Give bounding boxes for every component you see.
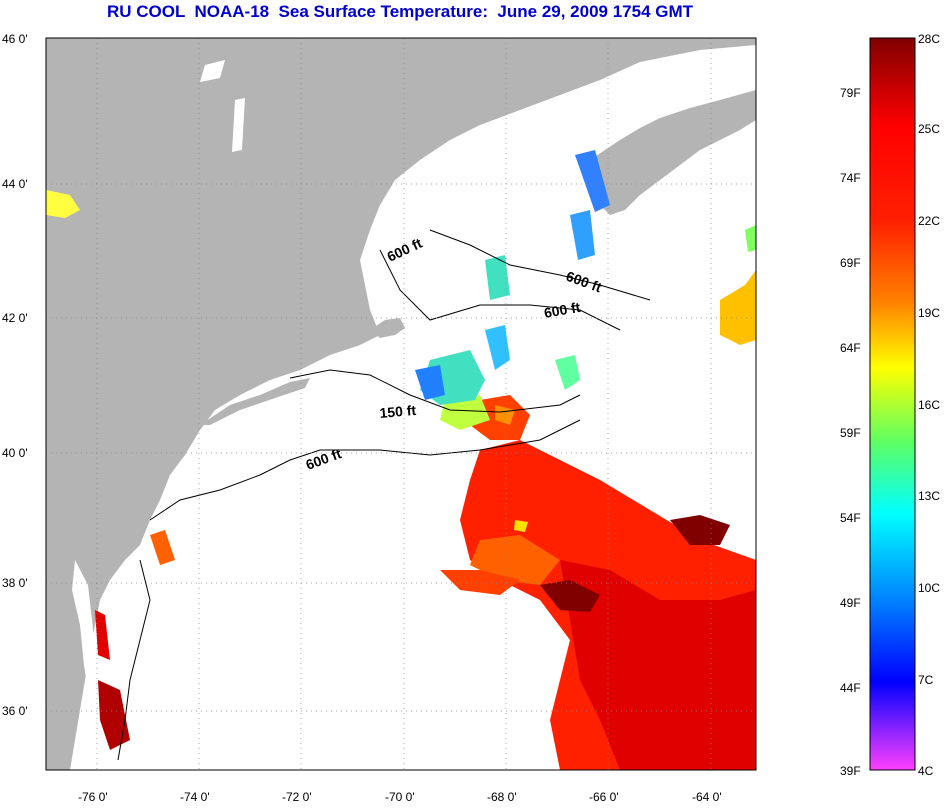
inland-lake bbox=[232, 98, 245, 152]
depth-contours bbox=[117, 229, 651, 761]
lat-tick-label: 42 0' bbox=[2, 311, 28, 325]
lon-tick-label: -74 0' bbox=[180, 790, 210, 804]
colorbar-f-label: 54F bbox=[840, 511, 861, 525]
lat-tick-label: 44 0' bbox=[2, 177, 28, 191]
colorbar-c-label: 13C bbox=[918, 489, 941, 503]
contour-shelf-edge bbox=[117, 559, 151, 761]
colorbar-f-label: 39F bbox=[840, 764, 861, 778]
colorbar-f-label: 74F bbox=[840, 171, 861, 185]
lat-tick-label: 46 0' bbox=[2, 32, 28, 46]
lat-tick-label: 36 0' bbox=[2, 704, 28, 718]
colorbar-c-label: 10C bbox=[918, 581, 941, 595]
map-title: RU COOL NOAA-18 Sea Surface Temperature:… bbox=[106, 2, 694, 21]
land-long-island bbox=[200, 378, 310, 425]
lon-tick-label: -68 0' bbox=[487, 790, 517, 804]
contour-600ft-inner bbox=[429, 229, 651, 301]
colorbar-f-label: 49F bbox=[840, 596, 861, 610]
lat-tick-label: 40 0' bbox=[2, 446, 28, 460]
colorbar-c-label: 4C bbox=[918, 764, 934, 778]
lon-tick-label: -72 0' bbox=[282, 790, 312, 804]
depth-label: 150 ft bbox=[379, 402, 417, 421]
lat-tick-label: 38 0' bbox=[2, 576, 28, 590]
map-frame bbox=[45, 37, 757, 771]
colorbar-f-label: 59F bbox=[840, 426, 861, 440]
colorbar-f-label: 64F bbox=[840, 341, 861, 355]
contour-150ft bbox=[289, 369, 581, 413]
lon-tick-label: -70 0' bbox=[385, 790, 415, 804]
contour-600ft-shelf bbox=[149, 419, 581, 521]
colorbar bbox=[869, 37, 916, 771]
depth-label: 600 ft bbox=[543, 299, 582, 321]
contour-600ft-gulf bbox=[379, 249, 621, 331]
colorbar-c-label: 16C bbox=[918, 398, 941, 412]
colorbar-c-label: 7C bbox=[918, 673, 934, 687]
lon-tick-label: -76 0' bbox=[78, 790, 108, 804]
land-cape-cod bbox=[370, 318, 405, 338]
colorbar-c-label: 19C bbox=[918, 306, 941, 320]
sst-data bbox=[46, 150, 756, 770]
land-nova-scotia bbox=[585, 90, 756, 215]
grid bbox=[46, 38, 756, 770]
colorbar-c-label: 28C bbox=[918, 32, 941, 46]
colorbar-f-label: 44F bbox=[840, 681, 861, 695]
colorbar-c-label: 25C bbox=[918, 122, 941, 136]
colorbar-f-label: 79F bbox=[840, 86, 861, 100]
lon-tick-label: -66 0' bbox=[589, 790, 619, 804]
land-us-coast bbox=[46, 38, 756, 770]
colorbar-f-label: 69F bbox=[840, 256, 861, 270]
inland-lake bbox=[200, 60, 225, 82]
chesapeake-bay bbox=[72, 560, 106, 745]
lon-tick-label: -64 0' bbox=[692, 790, 722, 804]
colorbar-c-label: 22C bbox=[918, 214, 941, 228]
